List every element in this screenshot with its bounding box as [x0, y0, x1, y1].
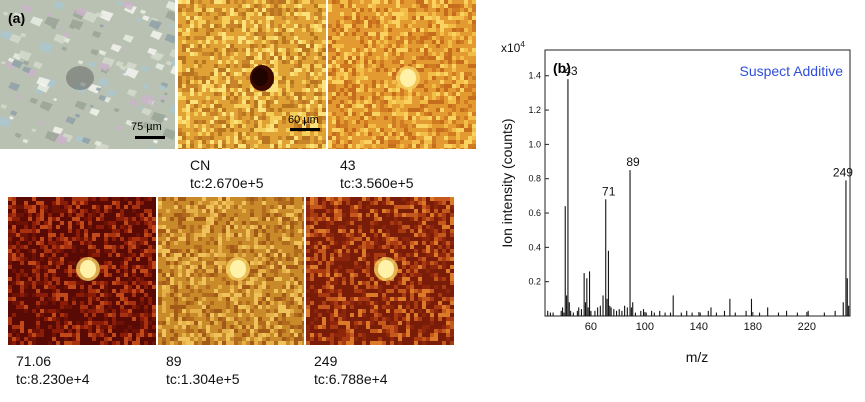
caption-43-tc: tc:3.560e+5	[340, 175, 414, 191]
ion-image-43	[328, 0, 476, 149]
caption-cn-tc: tc:2.670e+5	[190, 175, 264, 191]
x-tick-label: 220	[798, 321, 816, 333]
peak-label: 71	[602, 184, 616, 198]
cn-scale-bar	[290, 128, 320, 131]
peak-label: 43	[564, 64, 578, 78]
panel-a-label: (a)	[8, 10, 26, 26]
y-tick-label: 1.0	[528, 139, 541, 149]
optical-scale-bar	[135, 136, 165, 139]
y-tick-label: 0.6	[528, 208, 541, 218]
ion-image-89	[158, 197, 304, 345]
caption-249-mass: 249	[314, 353, 338, 369]
ion-image-71	[8, 197, 156, 345]
panel-b-label: (b)	[553, 60, 571, 76]
y-tick-label: 0.2	[528, 277, 541, 287]
cn-scale-label: 60 µm	[288, 114, 319, 126]
spectrum-title: Suspect Additive	[739, 63, 843, 79]
caption-71-tc: tc:8.230e+4	[16, 371, 90, 387]
x-tick-label: 140	[690, 321, 708, 333]
caption-89-mass: 89	[166, 353, 182, 369]
y-tick-label: 0.4	[528, 242, 541, 252]
caption-249: 249 tc:6.788e+4	[314, 352, 388, 388]
x-tick-label: 60	[585, 321, 597, 333]
y-tick-label: 1.4	[528, 71, 541, 81]
caption-71-mass: 71.06	[16, 353, 52, 369]
caption-249-tc: tc:6.788e+4	[314, 371, 388, 387]
plot-frame	[544, 49, 851, 317]
y-multiplier: x104	[501, 40, 525, 55]
caption-cn: CN tc:2.670e+5	[190, 156, 264, 192]
x-tick-label: 100	[636, 321, 654, 333]
optical-scale-label: 75 µm	[131, 121, 162, 133]
peak-label: 89	[626, 155, 640, 169]
y-axis-label: Ion intensity (counts)	[499, 118, 515, 247]
caption-89: 89 tc:1.304e+5	[166, 352, 240, 388]
y-tick-label: 0.8	[528, 174, 541, 184]
caption-cn-mass: CN	[190, 157, 211, 173]
caption-43-mass: 43	[340, 157, 356, 173]
optical-image	[0, 0, 175, 149]
caption-43: 43 tc:3.560e+5	[340, 156, 414, 192]
mass-spectrum-chart: x104 (b) Suspect Additive 0.2 0.4 0.6 0.8 1.…	[499, 40, 853, 365]
peak-label: 249	[833, 165, 853, 179]
ion-image-cn	[178, 0, 326, 149]
caption-89-tc: tc:1.304e+5	[166, 371, 240, 387]
caption-71: 71.06 tc:8.230e+4	[16, 352, 90, 388]
y-tick-label: 1.2	[528, 105, 541, 115]
ion-image-249	[306, 197, 454, 345]
x-axis-label: m/z	[686, 349, 709, 365]
x-tick-label: 180	[744, 321, 762, 333]
